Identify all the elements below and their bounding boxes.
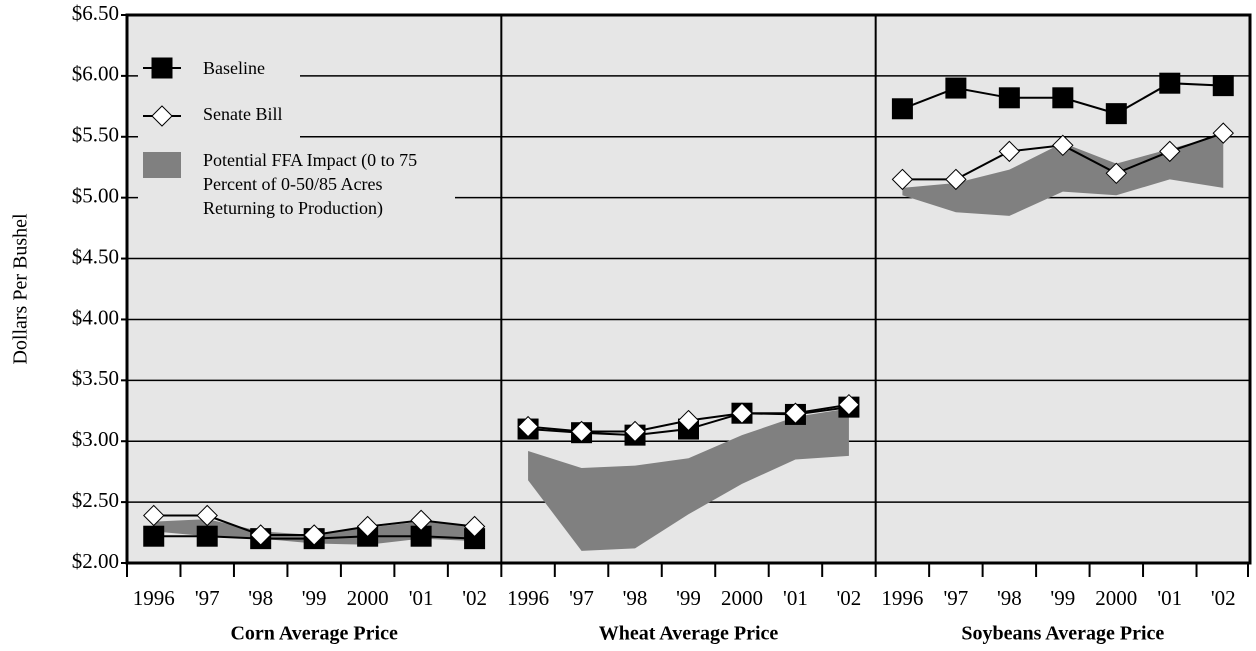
legend-marker: [143, 152, 181, 178]
baseline-marker: [196, 525, 218, 547]
senate-marker: [1212, 122, 1234, 144]
panel-title: Wheat Average Price: [599, 623, 779, 645]
baseline-marker: [891, 98, 913, 120]
senate-marker: [303, 524, 325, 546]
x-tick-label: '02: [462, 586, 487, 610]
baseline-marker: [998, 87, 1020, 109]
senate-marker: [249, 524, 272, 546]
x-tick-label: 2000: [347, 586, 389, 610]
y-tick-label: $4.50: [72, 244, 119, 268]
legend-label: Returning to Production): [203, 198, 383, 219]
legend-label: Senate Bill: [203, 104, 283, 124]
senate-marker: [624, 420, 646, 443]
legend-label: Baseline: [203, 58, 265, 78]
x-tick-label: '99: [302, 586, 327, 610]
senate-marker: [731, 402, 753, 424]
baseline-marker: [1105, 103, 1127, 125]
baseline-marker: [1052, 87, 1074, 109]
senate-marker: [570, 420, 593, 443]
senate-marker: [998, 140, 1021, 163]
senate-marker: [196, 504, 218, 527]
x-tick-label: 2000: [721, 586, 763, 610]
senate-marker: [891, 168, 914, 191]
x-tick-label: '97: [195, 586, 220, 610]
senate-marker: [463, 515, 486, 538]
x-tick-label: '01: [409, 586, 434, 610]
x-tick-label: '99: [1050, 586, 1075, 610]
senate-marker: [143, 504, 165, 527]
x-tick-label: '02: [1211, 586, 1236, 610]
x-tick-label: 1996: [881, 586, 923, 610]
senate-marker: [945, 168, 967, 191]
senate-marker: [1159, 140, 1181, 163]
y-tick-label: $6.00: [72, 62, 119, 86]
panel-title: Corn Average Price: [230, 623, 397, 645]
senate-marker: [517, 415, 539, 438]
senate-marker: [356, 515, 379, 538]
legend-label: Percent of 0-50/85 Acres: [203, 174, 382, 194]
x-tick-label: '98: [997, 586, 1022, 610]
y-tick-label: $4.00: [72, 305, 119, 329]
x-tick-label: '98: [248, 586, 273, 610]
y-tick-label: $3.00: [72, 427, 119, 451]
panel-title: Soybeans Average Price: [961, 623, 1164, 645]
y-tick-label: $5.50: [72, 123, 119, 147]
y-tick-label: $2.50: [72, 488, 119, 512]
y-axis-label: Dollars Per Bushel: [10, 213, 32, 365]
x-tick-label: '01: [1157, 586, 1182, 610]
plot-frame: [125, 13, 1252, 565]
legend-background: [138, 50, 300, 225]
senate-marker: [1105, 162, 1128, 185]
senate-marker: [784, 402, 807, 424]
baseline-marker: [945, 77, 967, 99]
ffa-band: [902, 134, 1224, 216]
baseline-marker: [143, 525, 165, 547]
x-tick-label: '01: [783, 586, 808, 610]
senate-marker: [410, 509, 432, 532]
ffa-band: [528, 408, 849, 551]
senate-marker: [677, 409, 700, 432]
x-tick-label: '98: [623, 586, 648, 610]
x-tick-label: 2000: [1095, 586, 1137, 610]
y-tick-label: $3.50: [72, 366, 119, 390]
x-tick-label: '99: [676, 586, 701, 610]
senate-marker: [838, 393, 860, 416]
x-tick-label: '97: [943, 586, 968, 610]
legend-marker: [151, 57, 173, 79]
baseline-marker: [1212, 75, 1234, 97]
x-tick-label: '97: [569, 586, 594, 610]
y-tick-label: $6.50: [72, 1, 119, 25]
baseline-marker: [1159, 72, 1181, 94]
y-tick-label: $2.00: [72, 549, 119, 573]
x-tick-label: 1996: [507, 586, 549, 610]
senate-marker: [1052, 134, 1074, 157]
legend-marker: [151, 105, 173, 127]
legend-label: Potential FFA Impact (0 to 75: [203, 150, 417, 171]
x-tick-label: '02: [837, 586, 862, 610]
x-tick-label: 1996: [133, 586, 175, 610]
legend-background: [295, 185, 455, 225]
y-tick-label: $5.00: [72, 183, 119, 207]
